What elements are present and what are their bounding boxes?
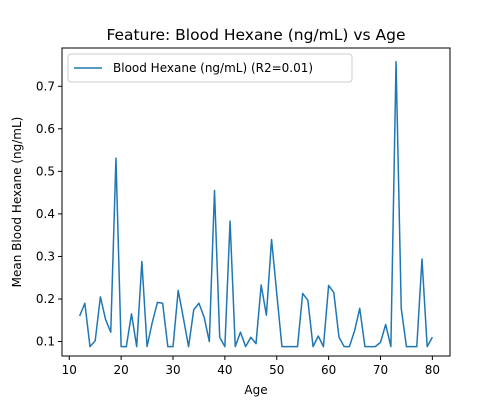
x-tick-label: 80 [425,363,440,377]
plot-area-frame [61,47,451,357]
x-tick-label: 60 [321,363,336,377]
x-axis-label: Age [244,383,267,397]
y-axis-ticks: 0.1 0.2 0.3 0.4 0.5 0.6 0.7 [36,79,62,349]
x-tick-label: 30 [165,363,180,377]
series-line [78,60,434,348]
legend: Blood Hexane (ng/mL) (R2=0.01) [67,53,353,83]
y-tick-label: 0.6 [36,122,55,136]
y-tick-label: 0.4 [36,207,55,221]
y-tick-label: 0.2 [36,292,55,306]
y-tick-label: 0.1 [36,335,55,349]
x-tick-label: 20 [113,363,128,377]
y-tick-label: 0.5 [36,164,55,178]
x-tick-label: 40 [217,363,232,377]
x-tick-label: 10 [62,363,77,377]
y-tick-label: 0.7 [36,79,55,93]
legend-box [67,53,353,83]
x-tick-label: 70 [373,363,388,377]
y-axis-label: Mean Blood Hexane (ng/mL) [10,117,24,288]
x-axis-ticks: 10 20 30 40 50 60 70 80 [62,356,440,377]
chart-title: Feature: Blood Hexane (ng/mL) vs Age [106,26,405,44]
legend-label: Blood Hexane (ng/mL) (R2=0.01) [113,61,313,75]
x-tick-label: 50 [269,363,284,377]
y-tick-label: 0.3 [36,249,55,263]
